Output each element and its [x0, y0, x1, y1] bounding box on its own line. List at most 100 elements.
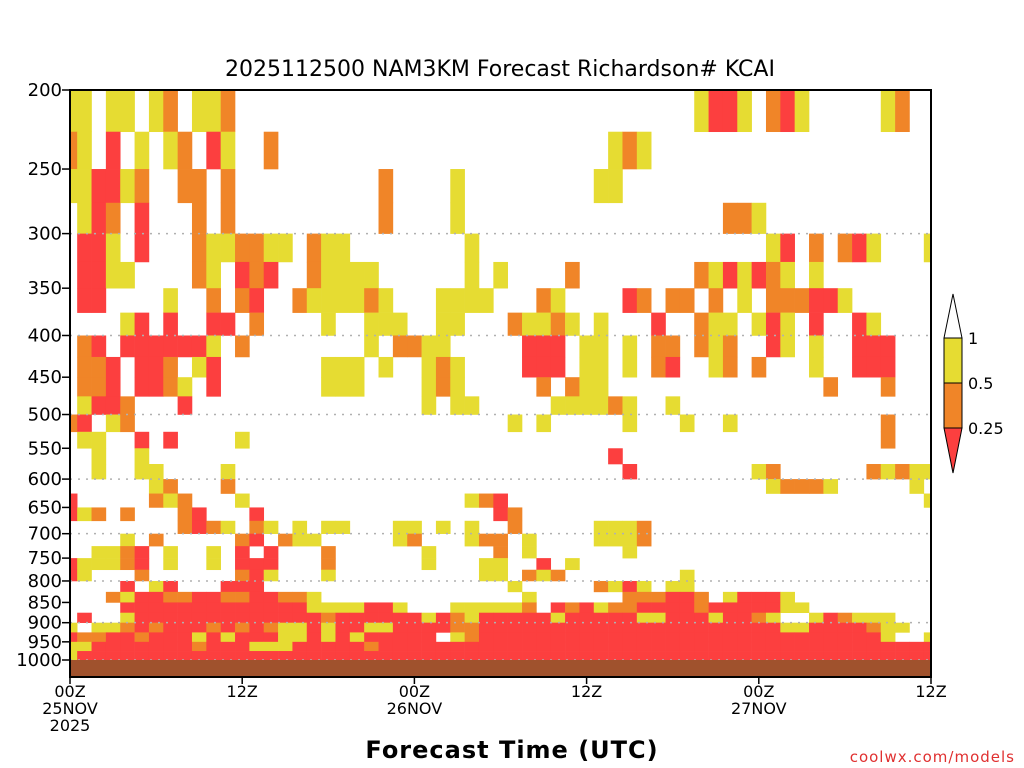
heatmap-cell	[278, 233, 293, 263]
heatmap-cell	[392, 632, 408, 643]
heatmap-cell	[450, 622, 465, 633]
heatmap-cell	[70, 169, 78, 204]
heatmap-cell	[751, 591, 767, 603]
heatmap-cell	[177, 651, 193, 661]
heatmap-cell	[751, 602, 767, 614]
heatmap-cell	[134, 335, 150, 358]
heatmap-cell	[349, 632, 365, 643]
heatmap-cell	[622, 533, 638, 547]
heatmap-cell	[249, 520, 265, 534]
heatmap-cell	[321, 288, 336, 313]
heatmap-cell	[679, 641, 695, 652]
heatmap-cell	[407, 335, 422, 358]
heatmap-cell	[77, 356, 92, 378]
heatmap-cell	[249, 651, 265, 661]
heatmap-cell	[91, 202, 107, 234]
heatmap-cell	[809, 312, 824, 336]
heatmap-cell	[608, 131, 623, 170]
heatmap-cell	[263, 569, 279, 582]
heatmap-cell	[478, 493, 494, 508]
x-tick-label: 00Z	[54, 682, 85, 701]
heatmap-cell	[765, 335, 781, 358]
heatmap-cell	[780, 479, 795, 494]
heatmap-cell	[593, 169, 609, 204]
heatmap-cell	[694, 591, 709, 603]
heatmap-cell	[522, 546, 537, 559]
heatmap-cell	[77, 377, 92, 397]
heatmap-cell	[909, 464, 925, 480]
heatmap-cell	[349, 261, 365, 289]
heatmap-cell	[105, 641, 121, 652]
heatmap-cell	[77, 396, 92, 415]
heatmap-cell	[694, 651, 709, 661]
heatmap-cell	[450, 396, 465, 415]
heatmap-cell	[206, 546, 221, 559]
heatmap-cell	[177, 612, 193, 623]
heatmap-cell	[335, 612, 351, 623]
heatmap-cell	[679, 580, 695, 593]
heatmap-cell	[708, 312, 724, 336]
heatmap-cell	[608, 448, 623, 465]
heatmap-cell	[163, 641, 178, 652]
heatmap-cell	[823, 651, 839, 661]
heatmap-cell	[148, 464, 164, 480]
heatmap-cell	[751, 622, 767, 633]
heatmap-cell	[880, 431, 896, 449]
heatmap-cell	[866, 312, 882, 336]
heatmap-cell	[737, 622, 752, 633]
heatmap-cell	[536, 312, 552, 336]
heatmap-cell	[70, 558, 78, 571]
heatmap-cell	[220, 202, 236, 234]
heatmap-cell	[249, 632, 265, 643]
heatmap-cell	[292, 602, 308, 614]
heatmap-cell	[206, 641, 221, 652]
heatmap-cell	[636, 651, 652, 661]
heatmap-cell	[493, 602, 508, 614]
heatmap-cell	[120, 507, 135, 522]
colorbar-bin	[943, 337, 963, 384]
heatmap-cell	[177, 169, 193, 204]
heatmap-cell	[77, 261, 92, 289]
heatmap-cell	[77, 169, 92, 204]
heatmap-cell	[206, 591, 221, 603]
heatmap-cell	[837, 612, 853, 623]
heatmap-cell	[608, 169, 623, 204]
heatmap-cell	[550, 612, 566, 623]
heatmap-cell	[249, 261, 265, 289]
heatmap-cell	[593, 651, 609, 661]
heatmap-cell	[880, 377, 896, 397]
heatmap-cell	[349, 377, 365, 397]
heatmap-cell	[737, 651, 752, 661]
heatmap-cell	[809, 622, 824, 633]
heatmap-cell	[565, 612, 580, 623]
heatmap-cell	[852, 356, 867, 378]
heatmap-cell	[77, 90, 92, 133]
heatmap-cell	[263, 233, 279, 263]
heatmap-cell	[91, 431, 107, 449]
heatmap-cell	[91, 464, 107, 480]
heatmap-cell	[450, 602, 465, 614]
heatmap-cell	[220, 312, 236, 336]
heatmap-cell	[191, 520, 207, 534]
y-tick-label: 200	[28, 80, 62, 101]
heatmap-cell	[177, 520, 193, 534]
heatmap-cell	[665, 335, 681, 358]
heatmap-cell	[435, 520, 451, 534]
heatmap-cell	[852, 622, 867, 633]
heatmap-cell	[105, 261, 121, 289]
heatmap-cell	[163, 558, 178, 571]
heatmap-cell	[134, 202, 150, 234]
heatmap-cell	[91, 396, 107, 415]
y-tick-label: 750	[28, 548, 62, 569]
heatmap-cell	[163, 591, 178, 603]
y-tick-label: 550	[28, 438, 62, 459]
heatmap-cell	[306, 641, 322, 652]
heatmap-cell	[751, 651, 767, 661]
heatmap-cell	[737, 90, 752, 133]
heatmap-cell	[536, 377, 552, 397]
heatmap-cell	[622, 288, 638, 313]
heatmap-cell	[780, 90, 795, 133]
heatmap-cell	[134, 651, 150, 661]
heatmap-cell	[148, 493, 164, 508]
heatmap-cell	[923, 651, 932, 661]
